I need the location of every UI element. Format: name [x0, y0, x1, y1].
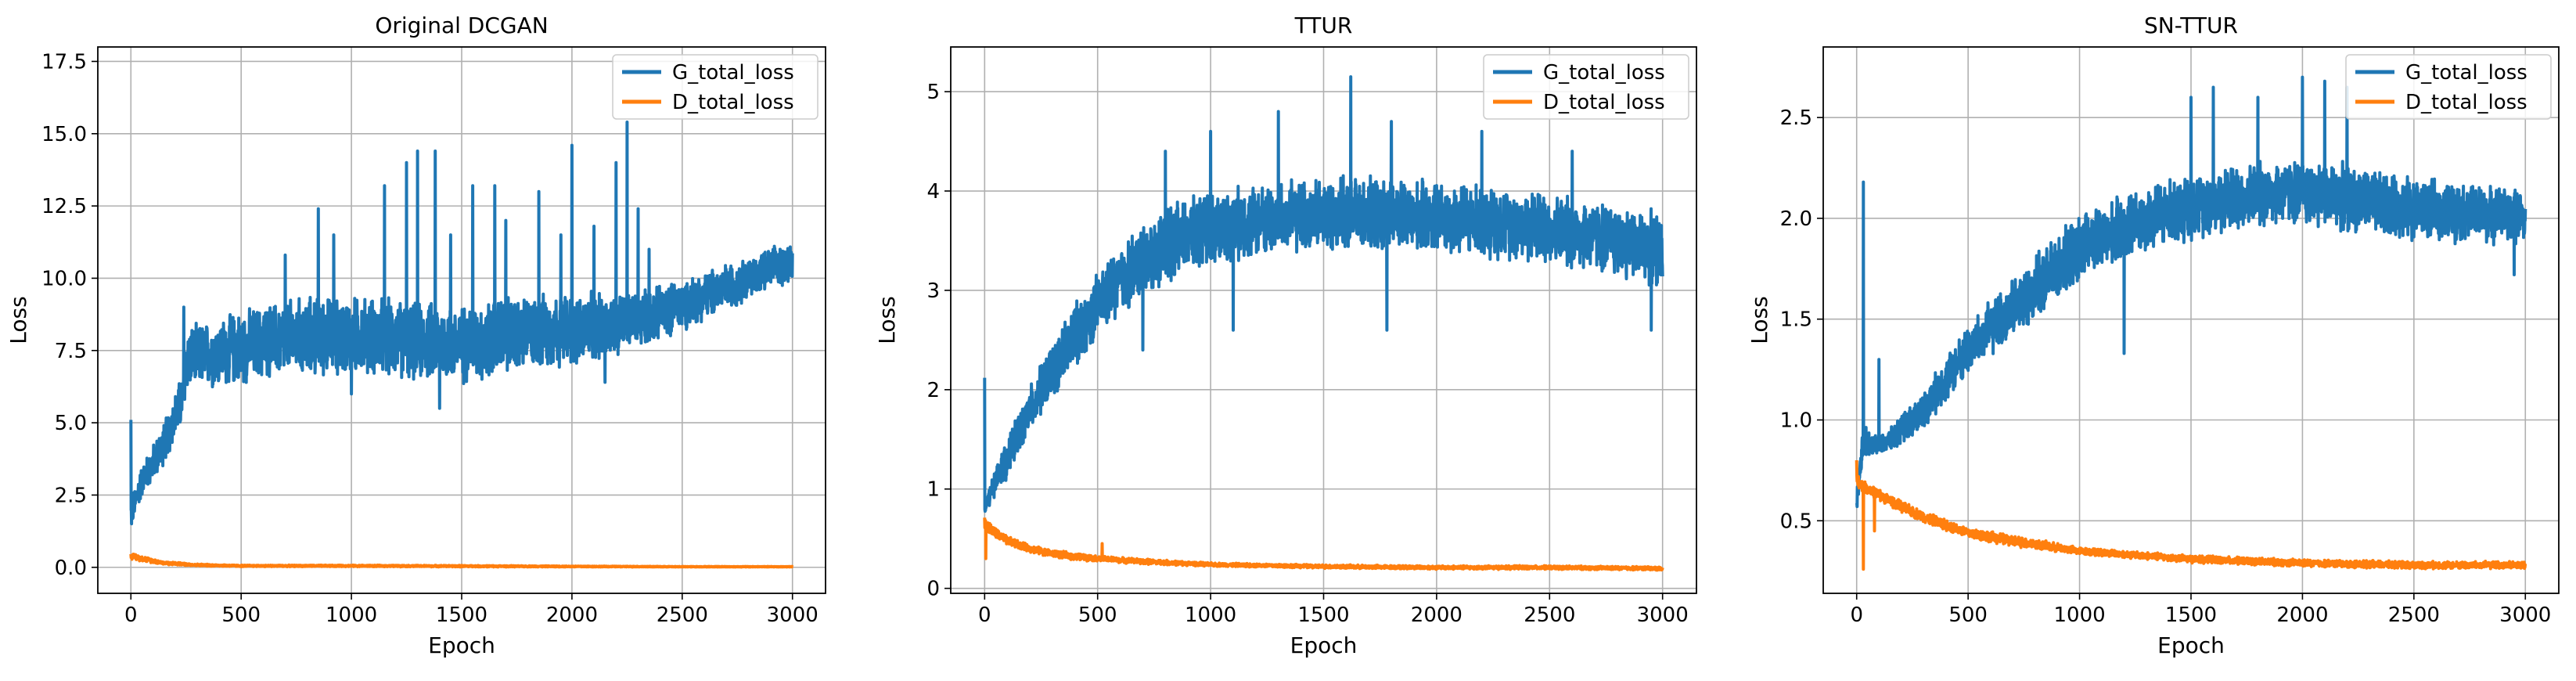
legend-box — [1483, 54, 1689, 120]
x-tick-label: 2500 — [1524, 604, 1575, 627]
y-tick-label: 2 — [926, 379, 940, 402]
legend-label-d-total-loss: D_total_loss — [1543, 91, 1665, 114]
y-tick-label: 1.0 — [1780, 409, 1812, 432]
x-tick-label: 2000 — [546, 604, 598, 627]
x-tick-label: 1500 — [2165, 604, 2217, 627]
y-tick-label: 5.0 — [55, 412, 87, 435]
chart-panel-3: 0 500 1000 1500 2000 2500 3000 0.5 1.0 1.5 2.0 2.5 S… — [1747, 13, 2560, 658]
y-tick-label: 1 — [926, 478, 940, 502]
x-tick-label: 0 — [124, 604, 138, 627]
x-tick-label: 500 — [1078, 604, 1117, 627]
legend: G_total_loss D_total_loss — [1483, 54, 1689, 120]
x-tick-label: 1000 — [326, 604, 377, 627]
series-line-d-total-loss — [1855, 459, 2527, 571]
legend-box — [612, 54, 818, 120]
x-tick-label: 2500 — [2388, 604, 2440, 627]
y-tick-label: 2.5 — [55, 484, 87, 507]
series-line-g-total-loss — [983, 75, 1664, 513]
legend-box — [2345, 54, 2552, 120]
plot-area — [1855, 75, 2527, 571]
chart-title: SN-TTUR — [2144, 13, 2238, 38]
x-tick-label: 1500 — [1297, 604, 1349, 627]
series-line-d-total-loss — [983, 517, 1664, 572]
series-line-g-total-loss — [129, 121, 794, 526]
y-tick-label: 10.0 — [41, 267, 87, 290]
x-axis-label: Epoch — [428, 632, 495, 658]
legend: G_total_loss D_total_loss — [2345, 54, 2552, 120]
x-tick-label: 2000 — [1411, 604, 1462, 627]
x-axis-label: Epoch — [2157, 632, 2225, 658]
y-tick-label: 0 — [926, 578, 940, 601]
legend-label-d-total-loss: D_total_loss — [2405, 91, 2527, 114]
chart-title: TTUR — [1294, 13, 1353, 38]
y-tick-label: 17.5 — [41, 50, 87, 74]
plot-area — [129, 121, 794, 569]
y-tick-label: 7.5 — [55, 340, 87, 363]
legend-label-g-total-loss: G_total_loss — [672, 61, 794, 85]
y-tick-label: 4 — [926, 180, 940, 204]
x-tick-label: 0 — [978, 604, 991, 627]
x-tick-label: 3000 — [2499, 604, 2551, 627]
y-tick-label: 0.0 — [55, 557, 87, 580]
y-tick-label: 2.5 — [1780, 106, 1812, 130]
chart-title: Original DCGAN — [375, 13, 548, 38]
chart-panel-1: 0 500 1000 1500 2000 2500 3000 0.0 2.5 5.0 7.5 10.0… — [5, 13, 826, 658]
y-tick-label: 3 — [926, 279, 940, 303]
chart-panel-2: 0 500 1000 1500 2000 2500 3000 0 1 2 3 4 5 TTUR Epoch L… — [874, 13, 1697, 658]
x-tick-label: 2000 — [2276, 604, 2328, 627]
legend-label-g-total-loss: G_total_loss — [1543, 61, 1665, 85]
x-tick-label: 2500 — [657, 604, 708, 627]
x-tick-label: 1500 — [436, 604, 487, 627]
y-tick-label: 5 — [926, 81, 940, 104]
x-tick-label: 0 — [1850, 604, 1863, 627]
series-line-d-total-loss — [129, 553, 794, 569]
plot-area — [983, 75, 1664, 572]
x-tick-label: 1000 — [1185, 604, 1236, 627]
x-tick-label: 1000 — [2053, 604, 2105, 627]
y-axis-label: Loss — [5, 296, 31, 344]
x-tick-label: 3000 — [767, 604, 818, 627]
y-tick-label: 15.0 — [41, 123, 87, 146]
x-tick-label: 3000 — [1637, 604, 1689, 627]
y-axis-label: Loss — [1747, 296, 1772, 344]
x-tick-label: 500 — [1948, 604, 1988, 627]
y-tick-label: 1.5 — [1780, 308, 1812, 332]
y-axis-label: Loss — [874, 296, 900, 344]
x-axis-label: Epoch — [1290, 632, 1358, 658]
series-line-g-total-loss — [1855, 75, 2527, 509]
y-tick-label: 2.0 — [1780, 207, 1812, 231]
y-tick-label: 0.5 — [1780, 510, 1812, 533]
legend-label-g-total-loss: G_total_loss — [2405, 61, 2527, 85]
x-tick-label: 500 — [221, 604, 261, 627]
y-tick-label: 12.5 — [41, 195, 87, 218]
legend: G_total_loss D_total_loss — [612, 54, 818, 120]
legend-label-d-total-loss: D_total_loss — [672, 91, 794, 114]
